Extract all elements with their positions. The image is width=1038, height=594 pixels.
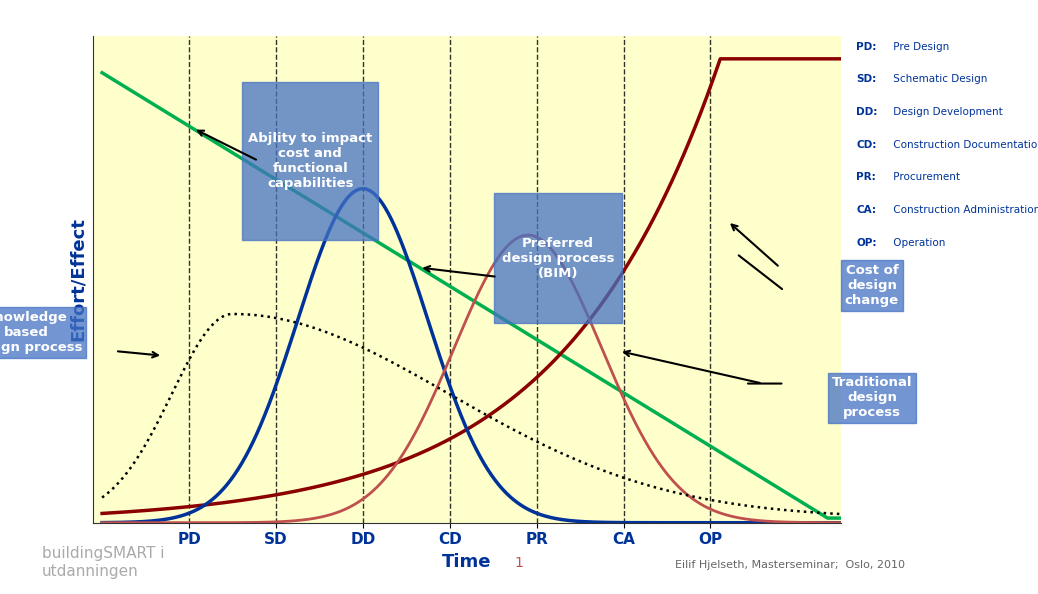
Text: Pre Design: Pre Design <box>890 42 949 52</box>
Text: Operation: Operation <box>890 238 945 248</box>
Text: Construction Administration: Construction Administration <box>890 205 1038 215</box>
Text: buildingSMART i
utdanningen: buildingSMART i utdanningen <box>42 546 164 579</box>
Text: Abjlity to impact
cost and
functional
capabilities: Abjlity to impact cost and functional ca… <box>248 132 373 190</box>
Text: Design Development: Design Development <box>890 107 1003 117</box>
Text: 1: 1 <box>515 556 523 570</box>
X-axis label: Time: Time <box>442 553 492 571</box>
Text: Cost of
design
change: Cost of design change <box>845 264 899 307</box>
Text: DD:: DD: <box>856 107 878 117</box>
Text: Schematic Design: Schematic Design <box>890 74 987 84</box>
Text: OP:: OP: <box>856 238 877 248</box>
Text: Traditional
design
process: Traditional design process <box>831 377 912 419</box>
Text: CA:: CA: <box>856 205 876 215</box>
Text: CD:: CD: <box>856 140 877 150</box>
Text: PR:: PR: <box>856 172 876 182</box>
FancyBboxPatch shape <box>242 82 379 240</box>
Text: Knowledge
based
design process: Knowledge based design process <box>0 311 82 354</box>
Text: Eilif Hjelseth, Masterseminar;  Oslo, 2010: Eilif Hjelseth, Masterseminar; Oslo, 201… <box>675 560 905 570</box>
Text: PD:: PD: <box>856 42 877 52</box>
Y-axis label: Effort/Effect: Effort/Effect <box>69 217 86 341</box>
Text: Construction Documentation: Construction Documentation <box>890 140 1038 150</box>
FancyBboxPatch shape <box>494 194 622 323</box>
Text: SD:: SD: <box>856 74 877 84</box>
Text: Preferred
design process
(BIM): Preferred design process (BIM) <box>501 237 614 280</box>
Text: Procurement: Procurement <box>890 172 959 182</box>
